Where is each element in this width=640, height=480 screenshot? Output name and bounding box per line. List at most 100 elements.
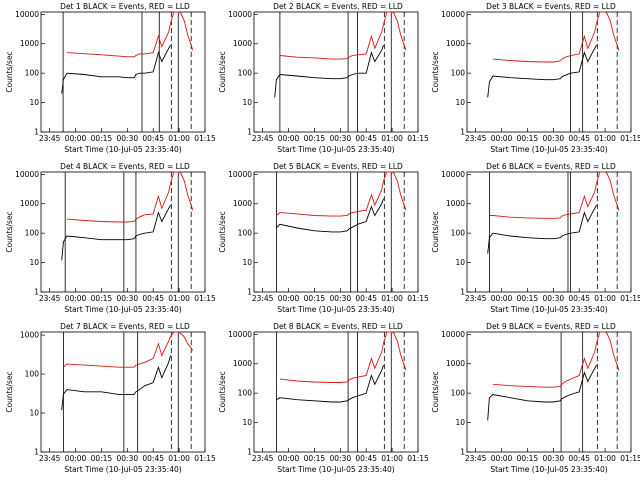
y-axis-label: Counts/sec [5,211,14,252]
series-line-lld [66,11,194,58]
x-axis-label: Start Time (10-Jul-05 23:35:40) [490,465,607,474]
y-tick-label: 100 [25,370,40,379]
y-tick-label: 10 [29,258,39,267]
y-tick-label: 10 [242,258,252,267]
y-tick-label: 10000 [228,330,252,339]
x-tick-label: 00:00 [278,134,300,143]
detector-panel-3: Det 3 BLACK = Events, RED = LLD 1 10 100 100… [431,2,640,154]
plot-frame [253,11,419,133]
x-tick-label: 00:45 [568,454,590,463]
series-line-events [276,364,384,403]
x-axis-label: Start Time (10-Jul-05 23:35:40) [277,465,394,474]
y-tick-label: 1000 [446,39,465,48]
x-tick-label: 01:00 [168,294,190,303]
series-line-lld [279,11,407,60]
series-line-lld [492,11,620,63]
x-tick-label: 01:15 [407,454,429,463]
x-tick-label: 23:45 [39,134,61,143]
x-tick-label: 00:30 [543,134,565,143]
y-tick-label: 10000 [15,170,39,179]
series-line-lld [489,171,620,219]
x-tick-label: 01:15 [620,294,640,303]
panel-title: Det 7 BLACK = Events, RED = LLD [60,322,190,331]
x-tick-label: 01:15 [194,134,216,143]
panel-grid: Det 1 BLACK = Events, RED = LLD110100100… [5,2,640,474]
detector-panel-7: Det 7 BLACK = Events, RED = LLD 1 10 100 100… [5,322,216,474]
y-axis-label: Counts/sec [431,371,440,412]
y-tick-label: 1 [460,448,465,457]
x-tick-label: 00:45 [355,294,377,303]
series-line-events [487,44,597,98]
y-tick-label: 1000 [233,199,252,208]
series-line-lld [492,331,620,388]
series-line-events [276,198,384,233]
x-tick-label: 01:15 [620,454,640,463]
y-axis-label: Counts/sec [431,51,440,92]
y-tick-label: 10000 [441,10,465,19]
y-axis-label: Counts/sec [218,211,227,252]
detector-panel-5: Det 5 BLACK = Events, RED = LLD 1 10 100 100… [218,162,429,314]
y-tick-label: 10 [242,418,252,427]
y-tick-label: 1000 [20,39,39,48]
plot-frame [466,331,632,453]
x-tick-label: 00:15 [91,454,113,463]
x-tick-label: 00:00 [65,294,87,303]
y-tick-label: 10000 [228,170,252,179]
x-tick-label: 00:30 [330,134,352,143]
x-tick-label: 00:30 [543,294,565,303]
x-tick-label: 23:45 [39,294,61,303]
x-tick-label: 00:00 [491,134,513,143]
x-tick-label: 23:45 [252,454,274,463]
y-axis-label: Counts/sec [5,51,14,92]
detector-panel-4: Det 4 BLACK = Events, RED = LLD 1 10 100 100… [5,162,216,314]
plot-frame [466,171,632,293]
y-tick-label: 1 [34,288,39,297]
x-tick-label: 01:00 [594,454,616,463]
x-axis-label: Start Time (10-Jul-05 23:35:40) [64,145,181,154]
y-tick-label: 1 [247,448,252,457]
x-tick-label: 23:45 [252,294,274,303]
series-line-events [487,204,597,254]
y-tick-label: 10 [455,418,465,427]
y-tick-label: 1000 [233,39,252,48]
y-tick-label: 1 [460,128,465,137]
x-tick-label: 00:45 [568,294,590,303]
plot-frame [40,331,206,453]
x-tick-label: 01:00 [594,294,616,303]
y-tick-label: 1 [247,288,252,297]
x-axis-label: Start Time (10-Jul-05 23:35:40) [490,305,607,314]
x-tick-label: 23:45 [465,454,487,463]
y-axis-label: Counts/sec [5,371,14,412]
y-tick-label: 1000 [20,331,39,340]
y-tick-label: 10000 [228,10,252,19]
plot-frame [466,11,632,133]
panel-title: Det 8 BLACK = Events, RED = LLD [273,322,403,331]
series-line-events [61,44,171,94]
x-tick-label: 01:00 [168,134,190,143]
x-tick-label: 00:00 [65,134,87,143]
x-tick-label: 23:45 [39,454,61,463]
x-tick-label: 00:15 [304,454,326,463]
x-tick-label: 00:30 [330,454,352,463]
panel-title: Det 4 BLACK = Events, RED = LLD [60,162,190,171]
x-axis-label: Start Time (10-Jul-05 23:35:40) [64,305,181,314]
y-tick-label: 1000 [233,359,252,368]
detector-panel-8: Det 8 BLACK = Events, RED = LLD 1 10 100 100… [218,322,429,474]
detector-panel-6: Det 6 BLACK = Events, RED = LLD 1 10 100 100… [431,162,640,314]
x-tick-label: 00:00 [65,454,87,463]
x-tick-label: 01:15 [620,134,640,143]
x-tick-label: 01:00 [381,134,403,143]
x-tick-label: 23:45 [465,294,487,303]
x-tick-label: 00:30 [543,454,565,463]
series-line-lld [276,171,407,217]
series-line-events [61,204,171,261]
x-tick-label: 00:15 [304,134,326,143]
x-tick-label: 00:30 [117,454,139,463]
y-tick-label: 100 [238,389,253,398]
y-tick-label: 100 [25,69,40,78]
detector-panel-1: Det 1 BLACK = Events, RED = LLD 1 10 100 100… [5,2,216,154]
plot-frame [40,11,206,133]
x-tick-label: 00:45 [568,134,590,143]
y-axis-label: Counts/sec [218,51,227,92]
